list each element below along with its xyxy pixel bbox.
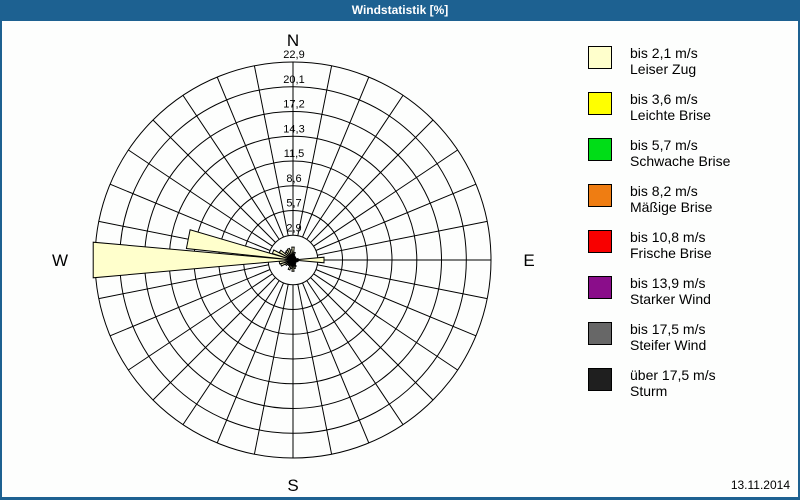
legend-speed-label: bis 3,6 m/s <box>630 91 698 107</box>
grid-spoke <box>310 277 434 401</box>
legend-item-leichte-brise: bis 3,6 m/s Leichte Brise <box>588 91 788 127</box>
grid-spoke <box>306 95 404 240</box>
radial-tick-label: 20,1 <box>283 74 304 86</box>
date-label: 13.11.2014 <box>730 478 790 492</box>
grid-spoke <box>297 65 333 236</box>
grid-spoke <box>306 280 404 425</box>
radial-tick-label: 5,7 <box>286 198 301 210</box>
legend-speed-label: bis 17,5 m/s <box>630 321 706 337</box>
legend-item-steifer-wind: bis 17,5 m/s Steifer Wind <box>588 321 788 357</box>
radial-tick-labels: 2,9 5,7 8,6 11,5 14,3 17,2 20,1 22,9 <box>283 49 304 234</box>
grid-spoke <box>109 183 271 251</box>
chart-canvas: 2,9 5,7 8,6 11,5 14,3 17,2 20,1 22,9 N E S W bis 2,… <box>2 21 798 497</box>
legend-item-sturm: über 17,5 m/s Sturm <box>588 367 788 403</box>
legend-desc-label: Frische Brise <box>630 245 712 261</box>
grid-spoke <box>317 220 488 256</box>
compass-label-e: E <box>523 251 534 270</box>
radial-tick-label: 2,9 <box>286 222 301 234</box>
grid-spoke <box>302 282 370 444</box>
legend-swatch-icon <box>588 92 612 115</box>
window-titlebar: Windstatistik [%] <box>0 0 800 21</box>
grid-spoke <box>182 280 280 425</box>
legend-speed-label: bis 5,7 m/s <box>630 137 698 153</box>
grid-spoke <box>216 282 284 444</box>
legend-swatch-icon <box>588 138 612 161</box>
radial-tick-label: 11,5 <box>284 148 305 160</box>
grid-spoke <box>253 284 289 455</box>
legend-item-leiser-zug: bis 2,1 m/s Leiser Zug <box>588 45 788 81</box>
legend-speed-label: bis 8,2 m/s <box>630 183 698 199</box>
wind-petal <box>92 241 294 279</box>
grid-spoke <box>216 76 284 238</box>
grid-spoke <box>302 76 370 238</box>
wind-petal <box>185 229 294 261</box>
legend-item-maessige-brise: bis 8,2 m/s Mäßige Brise <box>588 183 788 219</box>
legend-desc-label: Starker Wind <box>630 291 711 307</box>
legend-desc-label: Sturm <box>630 383 668 399</box>
legend-desc-label: Steifer Wind <box>630 337 707 353</box>
grid-spoke <box>315 269 477 337</box>
radial-tick-label: 14,3 <box>283 123 304 135</box>
legend-item-frische-brise: bis 10,8 m/s Frische Brise <box>588 229 788 265</box>
window-title: Windstatistik [%] <box>351 3 449 17</box>
grid-spoke <box>128 149 273 247</box>
grid-spoke <box>182 95 280 240</box>
grid-spoke <box>152 119 276 243</box>
grid-spoke <box>297 284 333 455</box>
radial-tick-label: 17,2 <box>283 99 304 111</box>
grid-spoke <box>317 264 488 300</box>
compass-label-n: N <box>287 31 299 50</box>
radial-tick-label: 8,6 <box>286 173 301 185</box>
grid-spoke <box>313 149 458 247</box>
wind-petal <box>289 249 294 261</box>
legend: bis 2,1 m/s Leiser Zug bis 3,6 m/s Leich… <box>588 45 788 413</box>
legend-item-schwache-brise: bis 5,7 m/s Schwache Brise <box>588 137 788 173</box>
grid-spoke <box>315 183 477 251</box>
legend-swatch-icon <box>588 46 612 69</box>
compass-labels: N E S W <box>52 31 535 495</box>
wind-petals <box>92 229 325 279</box>
legend-speed-label: bis 2,1 m/s <box>630 45 698 61</box>
radial-tick-label: 22,9 <box>283 49 304 61</box>
legend-speed-label: bis 10,8 m/s <box>630 229 706 245</box>
legend-speed-label: über 17,5 m/s <box>630 367 716 383</box>
grid-spoke <box>98 264 269 300</box>
compass-label-s: S <box>287 476 298 495</box>
grid-spoke <box>310 119 434 243</box>
grid-spoke <box>152 277 276 401</box>
legend-desc-label: Leichte Brise <box>630 107 711 123</box>
grid-spoke <box>313 273 458 371</box>
legend-swatch-icon <box>588 368 612 391</box>
legend-speed-label: bis 13,9 m/s <box>630 275 706 291</box>
legend-swatch-icon <box>588 184 612 207</box>
legend-swatch-icon <box>588 322 612 345</box>
polar-grid <box>94 61 492 459</box>
legend-desc-label: Leiser Zug <box>630 61 697 77</box>
grid-spoke <box>128 273 273 371</box>
compass-label-w: W <box>52 251 68 270</box>
wind-petal <box>292 256 325 264</box>
legend-item-starker-wind: bis 13,9 m/s Starker Wind <box>588 275 788 311</box>
wind-rose-chart: 2,9 5,7 8,6 11,5 14,3 17,2 20,1 22,9N E S W <box>52 31 535 495</box>
legend-desc-label: Schwache Brise <box>630 153 731 169</box>
grid-spoke <box>109 269 271 337</box>
legend-swatch-icon <box>588 276 612 299</box>
grid-spoke <box>253 65 289 236</box>
legend-desc-label: Mäßige Brise <box>630 199 713 215</box>
legend-swatch-icon <box>588 230 612 253</box>
